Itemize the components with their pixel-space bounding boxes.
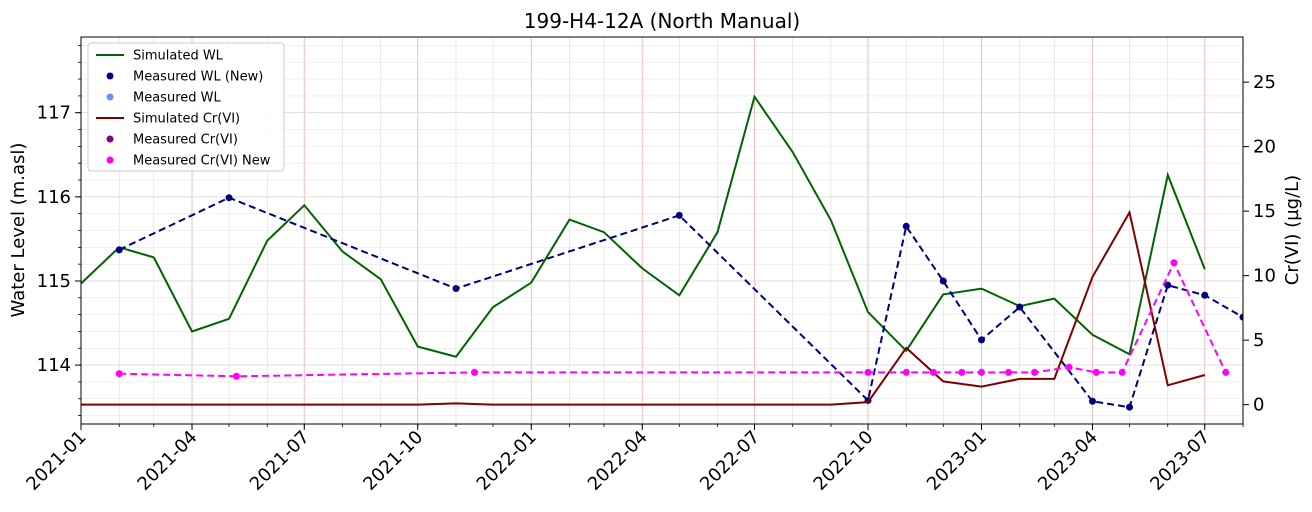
data-point-measured-cr-vi-new [864,368,872,376]
x-tick-label: 2022-10 [810,427,878,495]
y-right-tick-label: 20 [1253,137,1276,158]
y-left-tick-label: 116 [37,187,71,208]
data-point-measured-cr-vi-new [232,372,240,380]
legend-marker-swatch [106,72,114,80]
data-point-measured-wl-new [939,277,947,285]
data-point-measured-cr-vi-new [1065,363,1073,371]
data-point-measured-wl-new [225,194,233,202]
plot-area [81,94,1243,411]
data-point-measured-cr-vi-new [1092,368,1100,376]
x-tick-label: 2023-01 [923,427,991,495]
data-point-measured-wl-new [902,222,910,230]
x-tick-label: 2021-07 [246,427,314,495]
y-right-tick-label: 0 [1253,395,1264,416]
series-line-measured-cr-vi-new [119,260,1227,378]
y-left-tick-label: 114 [37,355,71,376]
series-group [81,94,1243,411]
legend-entry-label: Simulated Cr(VI) [133,112,240,127]
data-point-measured-cr-vi-new [902,368,910,376]
legend-marker-swatch [106,135,114,143]
data-point-measured-cr-vi-new [1222,368,1230,376]
y-right-tick-label: 25 [1253,72,1276,93]
data-point-measured-wl-new [1239,313,1243,321]
x-tick-label: 2021-04 [134,427,202,495]
legend-entry-label: Measured Cr(VI) [133,133,238,148]
legend-entry-label: Measured Cr(VI) New [133,154,271,169]
legend: Simulated WL Measured WL (New) Measured WL… [87,42,285,172]
legend-box [87,42,285,172]
x-tick-label: 2023-04 [1034,427,1102,495]
y-left-tick-label: 117 [37,103,71,124]
y-right-tick-label: 10 [1253,266,1276,287]
data-point-measured-cr-vi-new [1005,368,1013,376]
data-point-measured-cr-vi-new [115,370,123,378]
x-tick-label: 2021-10 [359,427,427,495]
y-axis-label-right: Cr(VI) (µg/L) [1282,175,1303,285]
data-point-measured-wl-new [977,336,985,344]
data-point-measured-cr-vi-new [471,368,479,376]
y-axis-label-left: Water Level (m.asl) [8,143,29,318]
legend-entry-label: Measured WL (New) [133,70,263,85]
y-right-tick-label: 15 [1253,201,1276,222]
data-point-measured-wl-new [1126,403,1134,411]
legend-entry-label: Measured WL [133,91,221,106]
x-tick-label: 2022-04 [584,427,652,495]
data-point-measured-cr-vi-new [977,368,985,376]
data-point-measured-wl-new [1164,281,1172,289]
legend-entry-label: Simulated WL [133,49,224,64]
series-line-measured-wl-new [118,196,1243,409]
data-point-measured-wl-new [675,211,683,219]
chart-title: 199-H4-12A (North Manual) [524,9,800,33]
x-tick-label: 2022-07 [696,427,764,495]
legend-marker-swatch [106,93,114,101]
series-line-simulated-cr-vi [81,209,1206,406]
x-tick-label: 2021-01 [22,427,90,495]
data-point-measured-cr-vi-new [1170,259,1178,267]
data-point-measured-cr-vi-new [958,368,966,376]
data-point-measured-wl-new [1016,303,1024,311]
data-point-measured-wl-new [1201,291,1209,299]
data-point-measured-cr-vi-new [1031,368,1039,376]
data-point-measured-cr-vi-new [929,368,937,376]
data-point-measured-wl-new [452,285,460,293]
x-tick-label: 2022-01 [473,427,541,495]
x-tick-label: 2023-07 [1146,427,1214,495]
data-point-measured-wl-new [1089,397,1097,405]
y-right-tick-label: 5 [1253,330,1264,351]
data-point-measured-cr-vi-new [1118,368,1126,376]
y-left-tick-label: 115 [37,271,71,292]
legend-marker-swatch [106,156,114,164]
grid [80,37,1244,424]
data-point-measured-wl-new [115,246,123,254]
